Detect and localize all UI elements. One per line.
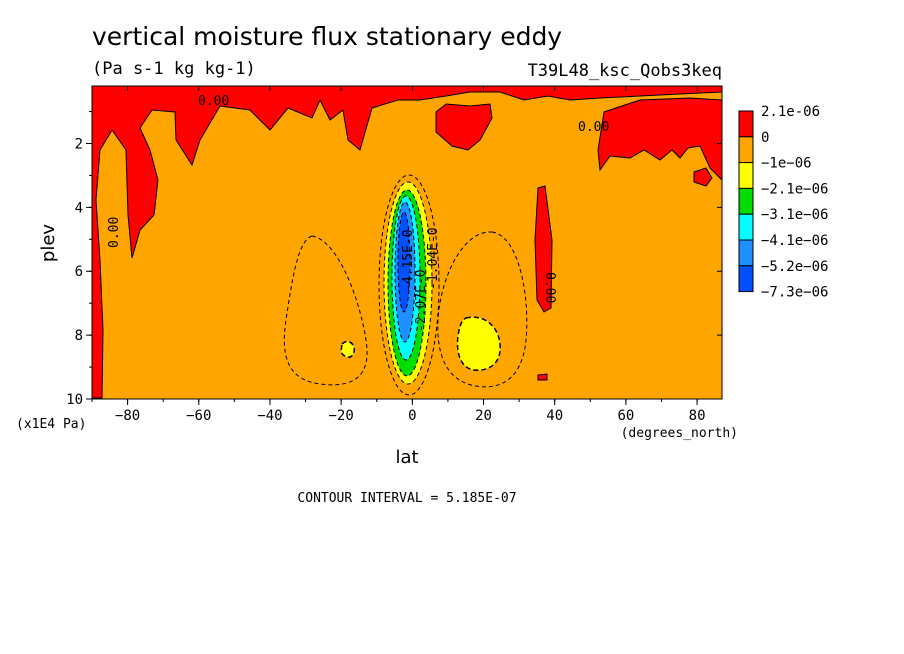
x-tick-label: 0 <box>408 408 416 424</box>
y-axis-label: plev <box>38 224 59 263</box>
legend-label: −4.1e−06 <box>761 233 828 249</box>
experiment-label: T39L48_ksc_Qobs3keq <box>528 61 722 81</box>
y-tick-label: 4 <box>75 200 83 216</box>
contour-label: 0.00 <box>542 272 557 303</box>
x-tick-label: 60 <box>617 408 634 424</box>
x-tick-label: −80 <box>115 408 140 424</box>
legend-label: −2.1e−06 <box>761 181 828 197</box>
y-tick-label: 6 <box>75 264 83 280</box>
x-axis-label: lat <box>395 447 418 468</box>
red-cell-mid <box>435 103 493 151</box>
plot-frame <box>91 85 723 400</box>
yellow-patches <box>340 316 501 371</box>
x-tick-label: 40 <box>546 408 563 424</box>
contour-label: 0.00 <box>107 217 122 248</box>
negative-core <box>378 174 440 396</box>
x-tick-label: 80 <box>689 408 706 424</box>
positive-regions <box>92 86 722 399</box>
legend-label: 0 <box>761 130 769 146</box>
red-strip-40n <box>534 185 553 313</box>
legend-swatch <box>738 213 754 241</box>
legend-swatch <box>738 265 754 293</box>
red-cell-small <box>693 167 713 187</box>
x-axis: −80 −60 −40 −20 0 20 40 60 80 <box>91 86 706 424</box>
legend-swatch <box>738 110 754 138</box>
lobe-west <box>283 235 368 386</box>
legend-label: −3.1e−06 <box>761 207 828 223</box>
y-tick-label: 10 <box>66 392 83 408</box>
x-tick-label: −60 <box>186 408 211 424</box>
yellow-patch-west <box>340 340 356 358</box>
red-cell-ne <box>597 97 722 181</box>
chart-title: vertical moisture flux stationary eddy <box>92 22 562 51</box>
contour-label: 0.00 <box>578 120 609 135</box>
contour-label: -1.04E-0 <box>426 227 441 290</box>
legend-label: −5.2e−06 <box>761 259 828 275</box>
legend-swatch <box>738 136 754 164</box>
y-tick-label: 8 <box>75 328 83 344</box>
y-tick-label: 2 <box>75 136 83 152</box>
legend-swatch <box>738 187 754 215</box>
x-tick-label: 20 <box>475 408 492 424</box>
lobe-east <box>437 231 528 388</box>
negative-side-lobes <box>283 231 528 388</box>
y-axis-units: (x1E4 Pa) <box>16 417 86 432</box>
top-red-band <box>92 86 722 399</box>
x-tick-label: −20 <box>329 408 354 424</box>
contour-label: -4.15E-0 <box>401 229 416 292</box>
red-dot <box>537 373 548 381</box>
units-label: (Pa s-1 kg kg-1) <box>92 59 256 79</box>
legend-swatch <box>738 239 754 267</box>
plot-area: 0.00 0.00 0.00 0.00 -4.15E-0 -2.07E-0 -1… <box>92 86 722 399</box>
x-axis-units: (degrees_north) <box>621 426 738 441</box>
legend-swatch <box>738 162 754 189</box>
x-tick-label: −40 <box>257 408 282 424</box>
contour-label: 0.00 <box>198 94 229 109</box>
color-legend: 2.1e-06 0 −1e−06 −2.1e−06 −3.1e−06 −4.1e−06 −5… <box>738 104 828 301</box>
legend-label: −7.3e−06 <box>761 285 828 301</box>
legend-label: 2.1e-06 <box>761 104 820 120</box>
legend-label: −1e−06 <box>761 156 812 172</box>
yellow-patch-east <box>456 316 501 371</box>
contour-label: -2.07E-0 <box>414 269 429 332</box>
y-axis: 2 4 6 8 10 <box>66 111 722 408</box>
contour-interval: CONTOUR INTERVAL = 5.185E-07 <box>297 491 516 506</box>
